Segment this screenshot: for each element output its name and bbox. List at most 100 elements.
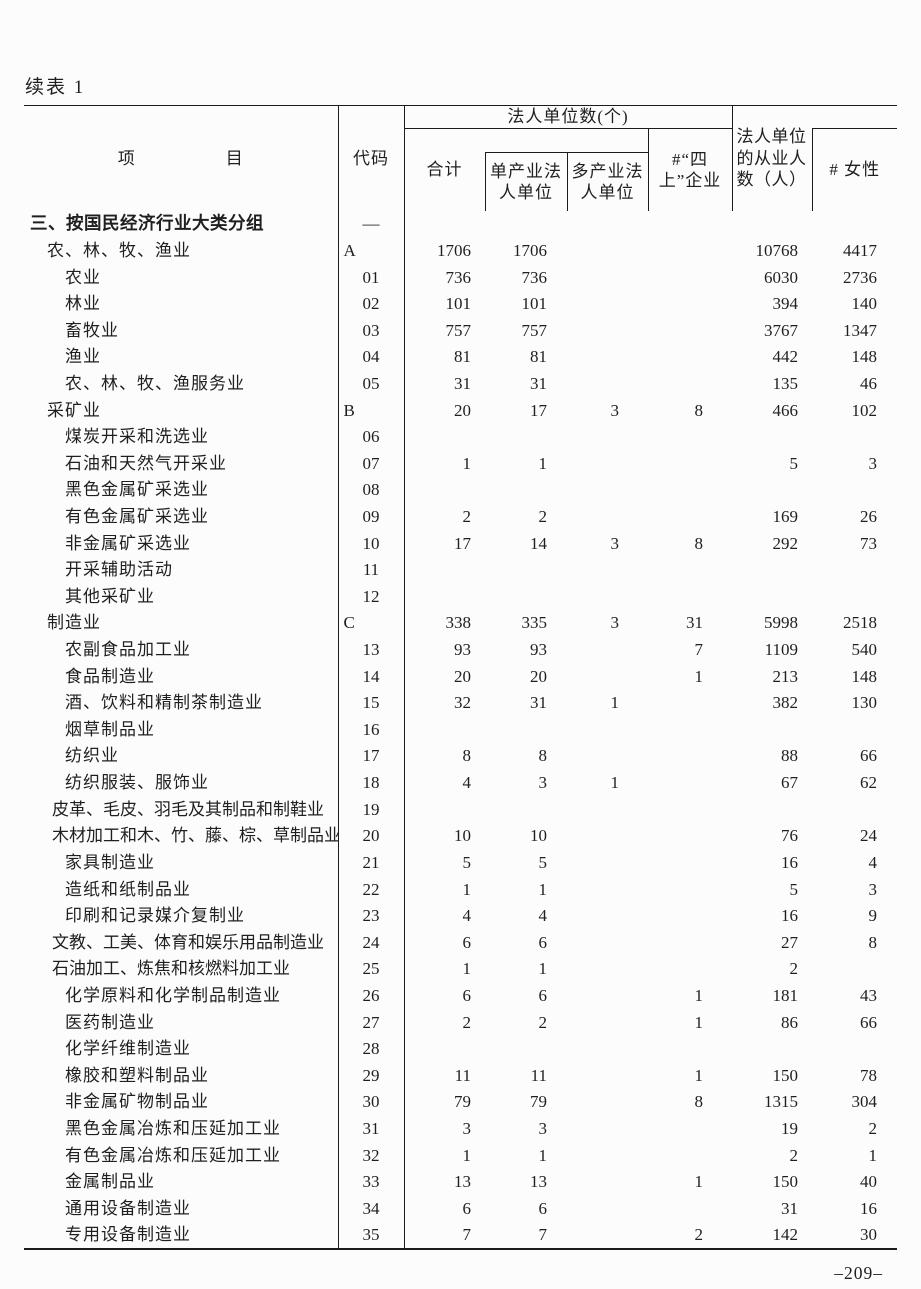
row-value: 93 [530, 640, 547, 660]
row-value [732, 796, 812, 823]
row-code: 32 [338, 1141, 405, 1169]
row-value: 130 [851, 693, 878, 713]
row-value [485, 211, 567, 238]
table-row: 纺织服装、服饰业 18 4 3 1 67 62 [24, 769, 897, 796]
row-item-label: 非金属矿采选业 [24, 529, 339, 557]
table-row: 农、林、牧、渔业 A 1706 1706 10768 4417 [24, 237, 897, 264]
row-value [567, 370, 648, 397]
row-value [567, 796, 648, 823]
row-code: 24 [338, 928, 405, 956]
row-value [812, 956, 897, 983]
row-value: 1 [462, 959, 472, 979]
row-value [648, 902, 732, 929]
table-row: 黑色金属矿采选业 08 [24, 476, 897, 504]
row-value: 150 [772, 1065, 799, 1085]
row-item-label: 烟草制品业 [24, 716, 339, 743]
row-value: 3 [868, 453, 878, 473]
row-value: 11 [454, 1065, 471, 1085]
row-value: 19 [781, 1119, 799, 1139]
row-value: 1 [462, 879, 472, 899]
row-item-label: 纺织业 [24, 742, 339, 770]
row-item-label: 木材加工和木、竹、藤、棕、草制品业 [24, 822, 339, 850]
table-row: 印刷和记录媒介复制业 23 4 4 16 9 [24, 902, 897, 929]
table-row: 制造业 C 338 335 3 31 5998 2518 [24, 609, 897, 637]
row-value [648, 317, 732, 344]
header-multi-industry-units: 多产业法人单位 [566, 152, 648, 211]
row-value [648, 290, 732, 317]
row-value: 13 [454, 1172, 471, 1192]
row-value: 31 [530, 693, 547, 713]
row-value [732, 1035, 812, 1062]
row-code: C [338, 609, 405, 637]
header-four-above-enterprises: #“四上”企业 [647, 128, 733, 211]
row-value [485, 716, 567, 743]
row-value [485, 423, 567, 450]
row-value [567, 1115, 648, 1142]
row-value: 73 [860, 533, 878, 553]
row-value: 2 [868, 1119, 878, 1139]
row-value: 1 [694, 1172, 704, 1192]
row-value: 1 [610, 693, 620, 713]
row-value: 2 [789, 959, 799, 979]
row-value: 30 [860, 1225, 878, 1245]
row-value: 16 [781, 852, 799, 872]
table-row: 三、按国民经济行业大类分组 –– [24, 210, 897, 238]
row-value [485, 556, 567, 583]
row-value [567, 556, 648, 583]
row-item-label: 农、林、牧、渔服务业 [24, 370, 339, 397]
row-code: 25 [338, 955, 405, 983]
row-value: 32 [454, 693, 471, 713]
table-row: 渔业 04 81 81 442 148 [24, 343, 897, 371]
row-value: 20 [530, 666, 547, 686]
row-value [732, 583, 812, 610]
row-value: 7 [538, 1225, 548, 1245]
row-value [648, 796, 732, 823]
row-value: 62 [860, 773, 878, 793]
row-code: 26 [338, 982, 405, 1009]
row-value: 1 [610, 773, 620, 793]
row-code: 28 [338, 1035, 405, 1062]
table-row: 煤炭开采和洗选业 06 [24, 423, 897, 450]
header-female-top-strip [812, 105, 898, 129]
row-value: 1 [462, 453, 472, 473]
row-value: 76 [781, 826, 799, 846]
row-code: 31 [338, 1115, 405, 1142]
row-value [567, 902, 648, 929]
row-value [812, 556, 897, 583]
table-row: 非金属矿物制品业 30 79 79 8 1315 304 [24, 1088, 897, 1116]
row-value: 5 [538, 852, 548, 872]
row-code: 35 [338, 1221, 405, 1250]
row-item-label: 非金属矿物制品业 [24, 1088, 339, 1116]
header-female: # 女性 [811, 128, 898, 211]
row-value: 1 [538, 453, 548, 473]
row-value: 14 [530, 533, 547, 553]
row-value: 1706 [437, 240, 471, 260]
row-value [812, 477, 897, 504]
row-value [732, 716, 812, 743]
row-value: 1 [694, 985, 704, 1005]
row-value [567, 876, 648, 903]
row-value: 86 [781, 1012, 799, 1032]
row-value: 79 [454, 1092, 471, 1112]
row-code: 07 [338, 449, 405, 477]
row-value [812, 583, 897, 610]
table-row: 木材加工和木、竹、藤、棕、草制品业 20 10 10 76 24 [24, 822, 897, 850]
row-value [404, 211, 485, 238]
row-item-label: 农副食品加工业 [24, 636, 339, 663]
row-value [567, 1009, 648, 1036]
row-value: 4 [868, 852, 878, 872]
row-item-label: 食品制造业 [24, 662, 339, 690]
row-value: 292 [772, 533, 799, 553]
row-value: 8 [694, 1092, 704, 1112]
table-row: 其他采矿业 12 [24, 583, 897, 610]
table-row: 金属制品业 33 13 13 1 150 40 [24, 1168, 897, 1196]
row-value: 26 [860, 507, 878, 526]
row-value: 6 [538, 1198, 548, 1218]
row-value: 148 [851, 666, 878, 686]
row-value: 3 [538, 1119, 548, 1139]
row-value [567, 1035, 648, 1062]
row-value: 757 [445, 320, 472, 340]
row-value [404, 423, 485, 450]
row-value: 382 [772, 693, 799, 713]
